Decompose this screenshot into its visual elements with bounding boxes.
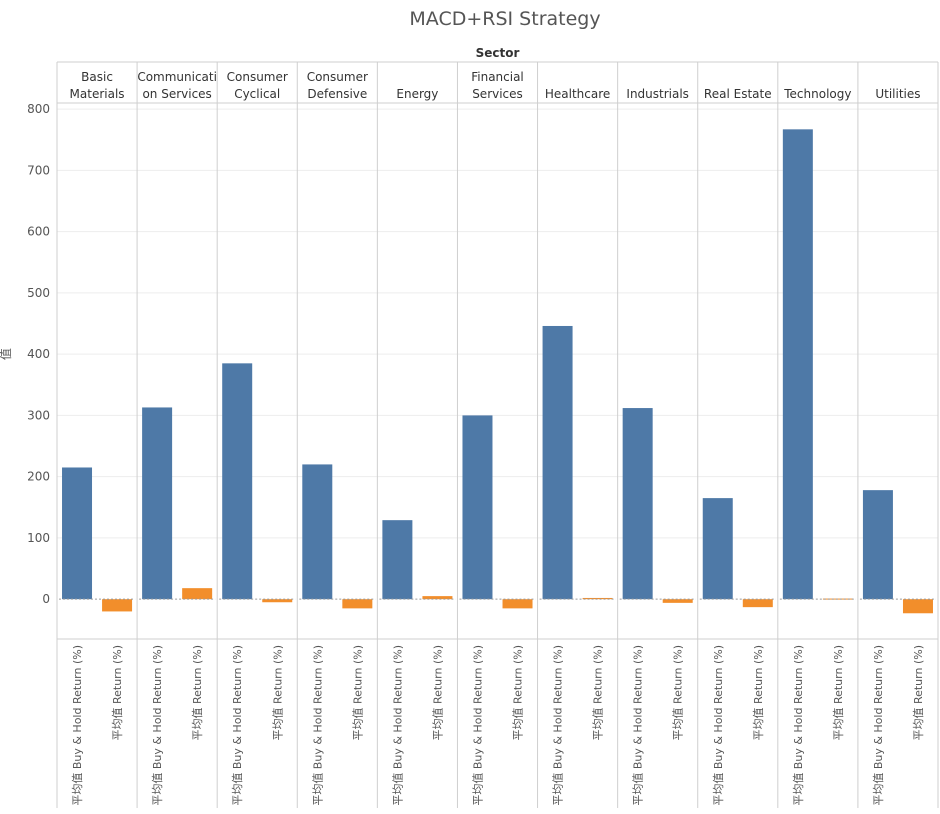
x-category-label: 平均值 Return (%)	[672, 645, 685, 741]
y-axis-label: 值	[0, 348, 13, 360]
sector-header-label: Services	[472, 87, 523, 101]
x-category-label: 平均值 Return (%)	[111, 645, 124, 741]
y-tick-label: 700	[27, 163, 50, 177]
y-tick-label: 600	[27, 225, 50, 239]
bar	[302, 464, 333, 600]
sector-header-label: Basic	[81, 70, 113, 84]
bar	[462, 415, 493, 600]
x-category-label: 平均值 Buy & Hold Return (%)	[471, 645, 484, 806]
bar	[582, 597, 613, 600]
bar	[142, 407, 173, 600]
sector-header-label: Materials	[70, 87, 125, 101]
facet-title: Sector	[476, 46, 520, 60]
x-category-label: 平均值 Return (%)	[512, 645, 525, 741]
sector-header-label: Cyclical	[234, 87, 280, 101]
y-tick-label: 100	[27, 531, 50, 545]
y-tick-label: 0	[42, 592, 50, 606]
y-tick-label: 800	[27, 102, 50, 116]
x-category-label: 平均值 Return (%)	[832, 645, 845, 741]
x-category-label: 平均值 Return (%)	[431, 645, 444, 741]
x-category-label: 平均值 Return (%)	[271, 645, 284, 741]
bar	[262, 599, 293, 603]
bar	[62, 467, 93, 600]
x-category-label: 平均值 Buy & Hold Return (%)	[151, 645, 164, 806]
sector-header-label: Technology	[783, 87, 851, 101]
bar	[382, 520, 413, 600]
bar	[342, 599, 373, 609]
sector-header-label: Real Estate	[704, 87, 772, 101]
y-tick-label: 200	[27, 470, 50, 484]
y-tick-label: 300	[27, 408, 50, 422]
x-category-label: 平均值 Buy & Hold Return (%)	[552, 645, 565, 806]
bar	[222, 363, 253, 600]
chart-title: MACD+RSI Strategy	[409, 8, 601, 30]
sector-header-label: Financial	[471, 70, 524, 84]
x-category-label: 平均值 Return (%)	[191, 645, 204, 741]
x-category-label: 平均值 Buy & Hold Return (%)	[391, 645, 404, 806]
sector-header-label: Industrials	[626, 87, 689, 101]
sector-header-label: Consumer	[307, 70, 368, 84]
x-category-label: 平均值 Return (%)	[752, 645, 765, 741]
bar	[902, 599, 933, 614]
sector-header-label: Energy	[396, 87, 438, 101]
bar	[182, 588, 213, 600]
x-category-label: 平均值 Buy & Hold Return (%)	[231, 645, 244, 806]
x-category-label: 平均值 Return (%)	[592, 645, 605, 741]
x-category-label: 平均值 Return (%)	[351, 645, 364, 741]
x-category-label: 平均值 Buy & Hold Return (%)	[872, 645, 885, 806]
bar	[822, 598, 853, 600]
bar	[542, 325, 573, 600]
bar	[662, 599, 693, 603]
bar	[102, 599, 133, 612]
sector-header-label: Defensive	[307, 87, 367, 101]
sector-header-label: Utilities	[875, 87, 920, 101]
bar	[862, 490, 893, 600]
x-category-label: 平均值 Buy & Hold Return (%)	[311, 645, 324, 806]
sector-header-label: on Services	[142, 87, 211, 101]
bar	[782, 129, 813, 600]
y-tick-label: 500	[27, 286, 50, 300]
x-category-label: 平均值 Buy & Hold Return (%)	[712, 645, 725, 806]
x-category-label: 平均值 Buy & Hold Return (%)	[632, 645, 645, 806]
sector-header-label: Healthcare	[545, 87, 610, 101]
x-category-label: 平均值 Return (%)	[912, 645, 925, 741]
bar	[422, 596, 453, 600]
y-tick-label: 400	[27, 347, 50, 361]
bar	[702, 498, 733, 600]
x-category-label: 平均值 Buy & Hold Return (%)	[792, 645, 805, 806]
bar	[622, 408, 653, 600]
bar	[502, 599, 533, 609]
sector-header-label: Consumer	[227, 70, 288, 84]
bar	[742, 599, 773, 608]
x-category-label: 平均值 Buy & Hold Return (%)	[71, 645, 84, 806]
sector-header-label: Communicati	[137, 70, 217, 84]
